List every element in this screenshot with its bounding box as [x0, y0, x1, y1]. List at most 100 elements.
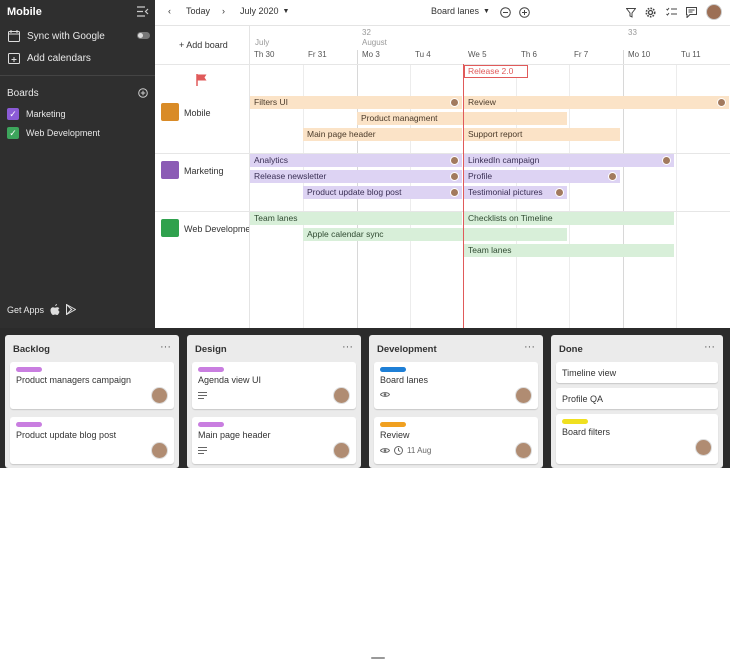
- card-title: Board lanes: [380, 375, 429, 385]
- add-board-button[interactable]: + Add board: [179, 40, 228, 50]
- bar-label: Team lanes: [468, 245, 512, 255]
- kanban-card[interactable]: Review 11 Aug: [374, 417, 538, 464]
- lane-divider: [155, 211, 730, 212]
- kanban-card[interactable]: Profile QA: [556, 388, 718, 409]
- kanban-card[interactable]: Main page header: [192, 417, 356, 464]
- grid-line: [569, 64, 570, 328]
- clock-icon: [394, 446, 403, 455]
- lane-divider: [155, 153, 730, 154]
- avatar: [151, 442, 168, 459]
- timeline-bar[interactable]: Analytics: [250, 154, 462, 167]
- kanban-card[interactable]: Product update blog post: [10, 417, 174, 464]
- timeline-bar[interactable]: Team lanes: [250, 212, 462, 225]
- view-selector[interactable]: Board lanes ▼: [431, 6, 490, 16]
- kanban-column-backlog: Backlog ··· Product managers campaign Pr…: [5, 335, 179, 468]
- day-header: Tu 4: [415, 50, 431, 59]
- bar-label: Profile: [468, 171, 493, 181]
- release-marker[interactable]: Release 2.0: [464, 65, 528, 78]
- zoom-in-icon[interactable]: [518, 6, 531, 19]
- boards-heading: Boards: [7, 85, 39, 101]
- kanban-card[interactable]: Timeline view: [556, 362, 718, 383]
- add-calendars-row[interactable]: Add calendars: [7, 50, 91, 66]
- timeline-bar[interactable]: Product managment: [357, 112, 567, 125]
- sync-google-toggle[interactable]: [137, 32, 150, 39]
- checkbox-checked-icon[interactable]: ✓: [7, 108, 19, 120]
- view-label: Board lanes: [431, 6, 480, 16]
- timeline-bar[interactable]: Testimonial pictures: [464, 186, 567, 199]
- more-icon[interactable]: ···: [342, 341, 353, 353]
- collapse-sidebar-icon[interactable]: [137, 6, 149, 17]
- kanban-card[interactable]: Board filters: [556, 414, 718, 464]
- add-calendars-label: Add calendars: [27, 52, 91, 64]
- month-label: July: [255, 38, 270, 47]
- lane-column-divider: [249, 26, 250, 328]
- next-arrow-icon[interactable]: ›: [222, 6, 225, 16]
- kanban-board: Backlog ··· Product managers campaign Pr…: [0, 328, 730, 659]
- avatar: [450, 98, 459, 107]
- timeline-bar[interactable]: Apple calendar sync: [303, 228, 567, 241]
- day-header: Fr 7: [574, 50, 589, 59]
- card-title: Product update blog post: [16, 430, 117, 440]
- today-button[interactable]: Today: [186, 6, 211, 16]
- day-header: Th 30: [254, 50, 275, 59]
- kanban-card[interactable]: Agenda view UI: [192, 362, 356, 409]
- week-number: 32: [362, 28, 371, 37]
- card-meta: 11 Aug: [380, 446, 431, 455]
- comment-icon[interactable]: [685, 6, 698, 19]
- sync-google-row[interactable]: Sync with Google: [7, 28, 105, 44]
- timeline-bar[interactable]: LinkedIn campaign: [464, 154, 674, 167]
- more-icon[interactable]: ···: [160, 341, 171, 353]
- timeline-bar[interactable]: Review: [464, 96, 729, 109]
- sync-google-label: Sync with Google: [27, 30, 105, 42]
- timeline-bar[interactable]: Support report: [464, 128, 620, 141]
- more-icon[interactable]: ···: [524, 341, 535, 353]
- avatar: [717, 98, 726, 107]
- timeline-bar[interactable]: Product update blog post: [303, 186, 462, 199]
- board-item-marketing[interactable]: ✓ Marketing: [7, 107, 66, 121]
- checkbox-checked-icon[interactable]: ✓: [7, 127, 19, 139]
- description-icon: [198, 392, 207, 399]
- timeline-bar[interactable]: Profile: [464, 170, 620, 183]
- timeline-bar[interactable]: Main page header: [303, 128, 462, 141]
- filter-icon[interactable]: [624, 6, 637, 19]
- timeline-bar[interactable]: Filters UI: [250, 96, 462, 109]
- timeline-bar[interactable]: Release newsletter: [250, 170, 462, 183]
- kanban-card[interactable]: Board lanes: [374, 362, 538, 409]
- google-play-icon[interactable]: [66, 303, 77, 317]
- timeline: + Add board 32 33 July August Th 30 Fr 3…: [155, 26, 730, 328]
- add-board-icon[interactable]: [138, 88, 148, 98]
- release-flag-icon[interactable]: [196, 74, 208, 88]
- timeline-bar[interactable]: Checklists on Timeline: [464, 212, 674, 225]
- sidebar: Mobile Sync with Google Add calendars Bo…: [0, 0, 155, 328]
- column-title: Backlog: [13, 344, 50, 355]
- timeline-bar[interactable]: Team lanes: [464, 244, 674, 257]
- card-title: Board filters: [562, 427, 611, 437]
- checklist-icon[interactable]: [665, 6, 678, 19]
- prev-arrow-icon[interactable]: ‹: [168, 6, 171, 16]
- apple-icon[interactable]: [50, 303, 60, 317]
- board-item-web-development[interactable]: ✓ Web Development: [7, 126, 100, 140]
- header-divider: [155, 64, 730, 65]
- kanban-card[interactable]: Product managers campaign: [10, 362, 174, 409]
- bar-label: Review: [468, 97, 496, 107]
- day-header: Mo 3: [362, 50, 380, 59]
- month-picker[interactable]: July 2020 ▼: [240, 6, 289, 16]
- card-title: Review: [380, 430, 410, 440]
- card-tag: [16, 422, 42, 427]
- board-item-label: Web Development: [26, 128, 100, 138]
- card-tag: [16, 367, 42, 372]
- description-icon: [198, 447, 207, 454]
- bar-label: Filters UI: [254, 97, 288, 107]
- user-avatar[interactable]: [706, 4, 722, 20]
- week-tick: [623, 50, 624, 64]
- avatar: [555, 188, 564, 197]
- more-icon[interactable]: ···: [704, 341, 715, 353]
- day-header: Tu 11: [681, 50, 701, 59]
- grid-line: [623, 64, 624, 328]
- day-header: We 5: [468, 50, 487, 59]
- get-apps[interactable]: Get Apps: [7, 302, 77, 318]
- settings-gear-icon[interactable]: [644, 6, 657, 19]
- kanban-column-design: Design ··· Agenda view UI Main page head…: [187, 335, 361, 468]
- zoom-out-icon[interactable]: [499, 6, 512, 19]
- card-title: Agenda view UI: [198, 375, 262, 385]
